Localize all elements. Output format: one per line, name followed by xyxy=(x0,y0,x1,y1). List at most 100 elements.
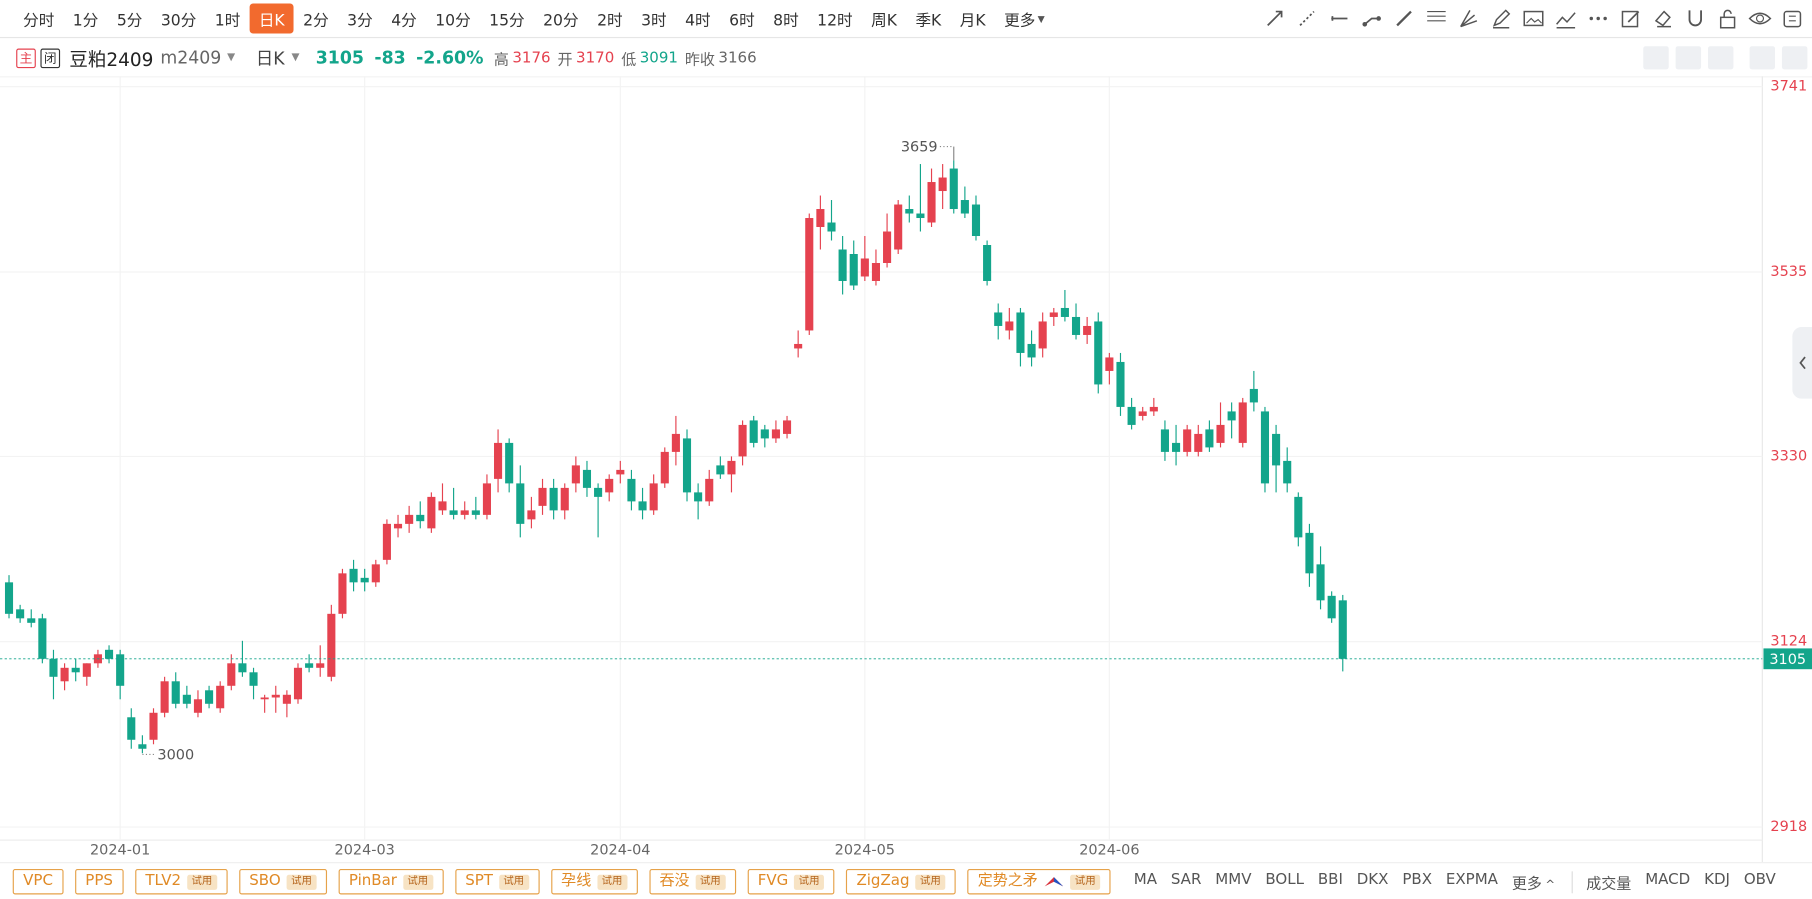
tool-icon[interactable] xyxy=(1262,6,1287,31)
indicator-button[interactable]: BOLL xyxy=(1265,870,1304,889)
caret: ^ xyxy=(1545,878,1556,892)
tool-icon[interactable] xyxy=(1521,6,1546,31)
period-button[interactable]: 12时 xyxy=(817,11,853,31)
tool-icon[interactable] xyxy=(1488,6,1513,31)
period-button[interactable]: 日K xyxy=(249,3,294,34)
period-button[interactable]: 5分 xyxy=(116,11,143,31)
pattern-tag[interactable]: ZigZag 试用 xyxy=(846,869,956,895)
x-tick-label: 2024-01 xyxy=(90,843,150,859)
tool-icon[interactable] xyxy=(1618,6,1643,31)
pattern-tag[interactable]: PinBar 试用 xyxy=(338,869,444,895)
tool-icon[interactable] xyxy=(1424,6,1449,31)
tool-icon[interactable] xyxy=(1294,6,1319,31)
trial-badge: 试用 xyxy=(498,874,529,890)
pattern-tag[interactable]: FVG 试用 xyxy=(747,869,835,895)
period-button[interactable]: 3时 xyxy=(641,11,667,31)
candle-body xyxy=(371,564,380,583)
candle-body xyxy=(460,510,469,515)
candle-body xyxy=(1227,411,1236,421)
icon-button[interactable] xyxy=(1781,46,1808,70)
candle-body xyxy=(860,258,869,277)
indicator-button[interactable]: PBX xyxy=(1402,870,1433,889)
candle-body xyxy=(994,312,1003,326)
period-button[interactable]: 1分 xyxy=(72,11,99,31)
icon-button[interactable] xyxy=(1707,46,1734,70)
period-button[interactable]: 分时 xyxy=(23,11,55,31)
indicator-button[interactable]: OBV xyxy=(1743,870,1776,889)
trial-badge: 试用 xyxy=(1070,874,1101,890)
indicator-button[interactable]: EXPMA xyxy=(1445,870,1498,889)
candle-body xyxy=(594,487,603,497)
label: 高 xyxy=(493,51,509,69)
period-button[interactable]: 15分 xyxy=(489,11,525,31)
candle-body xyxy=(227,663,236,686)
instrument-code[interactable]: m2409 xyxy=(160,47,222,69)
candle-body xyxy=(627,478,636,502)
period-button[interactable]: 1时 xyxy=(214,11,241,31)
tool-icon[interactable] xyxy=(1747,6,1772,31)
period-button[interactable]: 2时 xyxy=(597,11,623,31)
period-button[interactable]: 20分 xyxy=(543,11,579,31)
pattern-tag[interactable]: TLV2 试用 xyxy=(134,869,228,895)
period-button[interactable]: 4分 xyxy=(391,11,417,31)
more-button[interactable]: 更多 ^ xyxy=(1512,871,1556,892)
tool-icon[interactable] xyxy=(1456,6,1481,31)
tool-icon[interactable] xyxy=(1585,6,1610,31)
pattern-tag[interactable]: 吞没 试用 xyxy=(649,869,736,895)
candle-body xyxy=(449,510,458,515)
pattern-tag[interactable]: SBO 试用 xyxy=(238,869,327,895)
change-pct: -2.60% xyxy=(416,47,484,69)
period[interactable]: 日K xyxy=(255,47,285,69)
candle-body xyxy=(338,573,347,614)
tool-icon[interactable] xyxy=(1683,6,1708,31)
icon-button[interactable] xyxy=(1675,46,1702,70)
value: 3176 xyxy=(512,49,551,67)
collapse-tab[interactable] xyxy=(1792,327,1812,399)
period-button[interactable]: 2分 xyxy=(303,11,329,31)
tool-icon[interactable] xyxy=(1780,6,1805,31)
period-button[interactable]: 6时 xyxy=(729,11,755,31)
tool-icon[interactable] xyxy=(1391,6,1416,31)
indicator-button[interactable]: KDJ xyxy=(1704,870,1730,889)
period-button[interactable]: 周K xyxy=(871,11,897,31)
icon-button[interactable] xyxy=(1749,46,1776,70)
icon-button[interactable] xyxy=(1643,46,1669,70)
tool-icon[interactable] xyxy=(1359,6,1384,31)
period-button[interactable]: 4时 xyxy=(685,11,711,31)
indicator-button[interactable]: 成交量 xyxy=(1586,875,1632,893)
closed-badge: 闭 xyxy=(40,47,61,68)
indicator-button[interactable]: BBI xyxy=(1317,870,1343,889)
pattern-tag[interactable]: VPC xyxy=(12,869,64,895)
indicator-button[interactable]: MA xyxy=(1133,870,1158,889)
candle-body xyxy=(1327,595,1336,619)
period-button[interactable]: 10分 xyxy=(435,11,471,31)
candle-body xyxy=(1238,402,1247,443)
tool-icon[interactable] xyxy=(1553,6,1578,31)
period-button[interactable]: 8时 xyxy=(773,11,799,31)
dropdown-arrow[interactable]: ▼ xyxy=(227,52,236,64)
pattern-tag[interactable]: 定势之矛 试用 xyxy=(967,869,1111,895)
candle-body xyxy=(1249,388,1258,403)
candle-body xyxy=(1138,411,1147,416)
pattern-tag[interactable]: 孕线 试用 xyxy=(550,869,638,895)
period-button[interactable]: 月K xyxy=(959,11,986,31)
pattern-tag[interactable]: PPS xyxy=(74,869,124,895)
indicator-button[interactable]: DKX xyxy=(1356,870,1389,889)
tool-icon[interactable] xyxy=(1650,6,1675,31)
x-tick-label: 2024-04 xyxy=(590,843,650,859)
more-button[interactable]: 更多 xyxy=(1004,11,1036,31)
dropdown-arrow[interactable]: ▼ xyxy=(291,52,300,64)
period-button[interactable]: 3分 xyxy=(347,11,373,31)
period-button[interactable]: 30分 xyxy=(160,11,197,31)
tool-icon[interactable] xyxy=(1327,6,1352,31)
indicator-button[interactable]: SAR xyxy=(1170,870,1202,889)
candle-body xyxy=(1094,321,1103,385)
candle-body xyxy=(1205,429,1214,448)
indicator-button[interactable]: MMV xyxy=(1215,870,1252,889)
candle-body xyxy=(49,658,58,677)
period-button[interactable]: 季K xyxy=(915,11,942,31)
pattern-tag[interactable]: SPT 试用 xyxy=(454,869,540,895)
tool-icon[interactable] xyxy=(1715,6,1740,31)
indicator-button[interactable]: MACD xyxy=(1645,870,1691,889)
